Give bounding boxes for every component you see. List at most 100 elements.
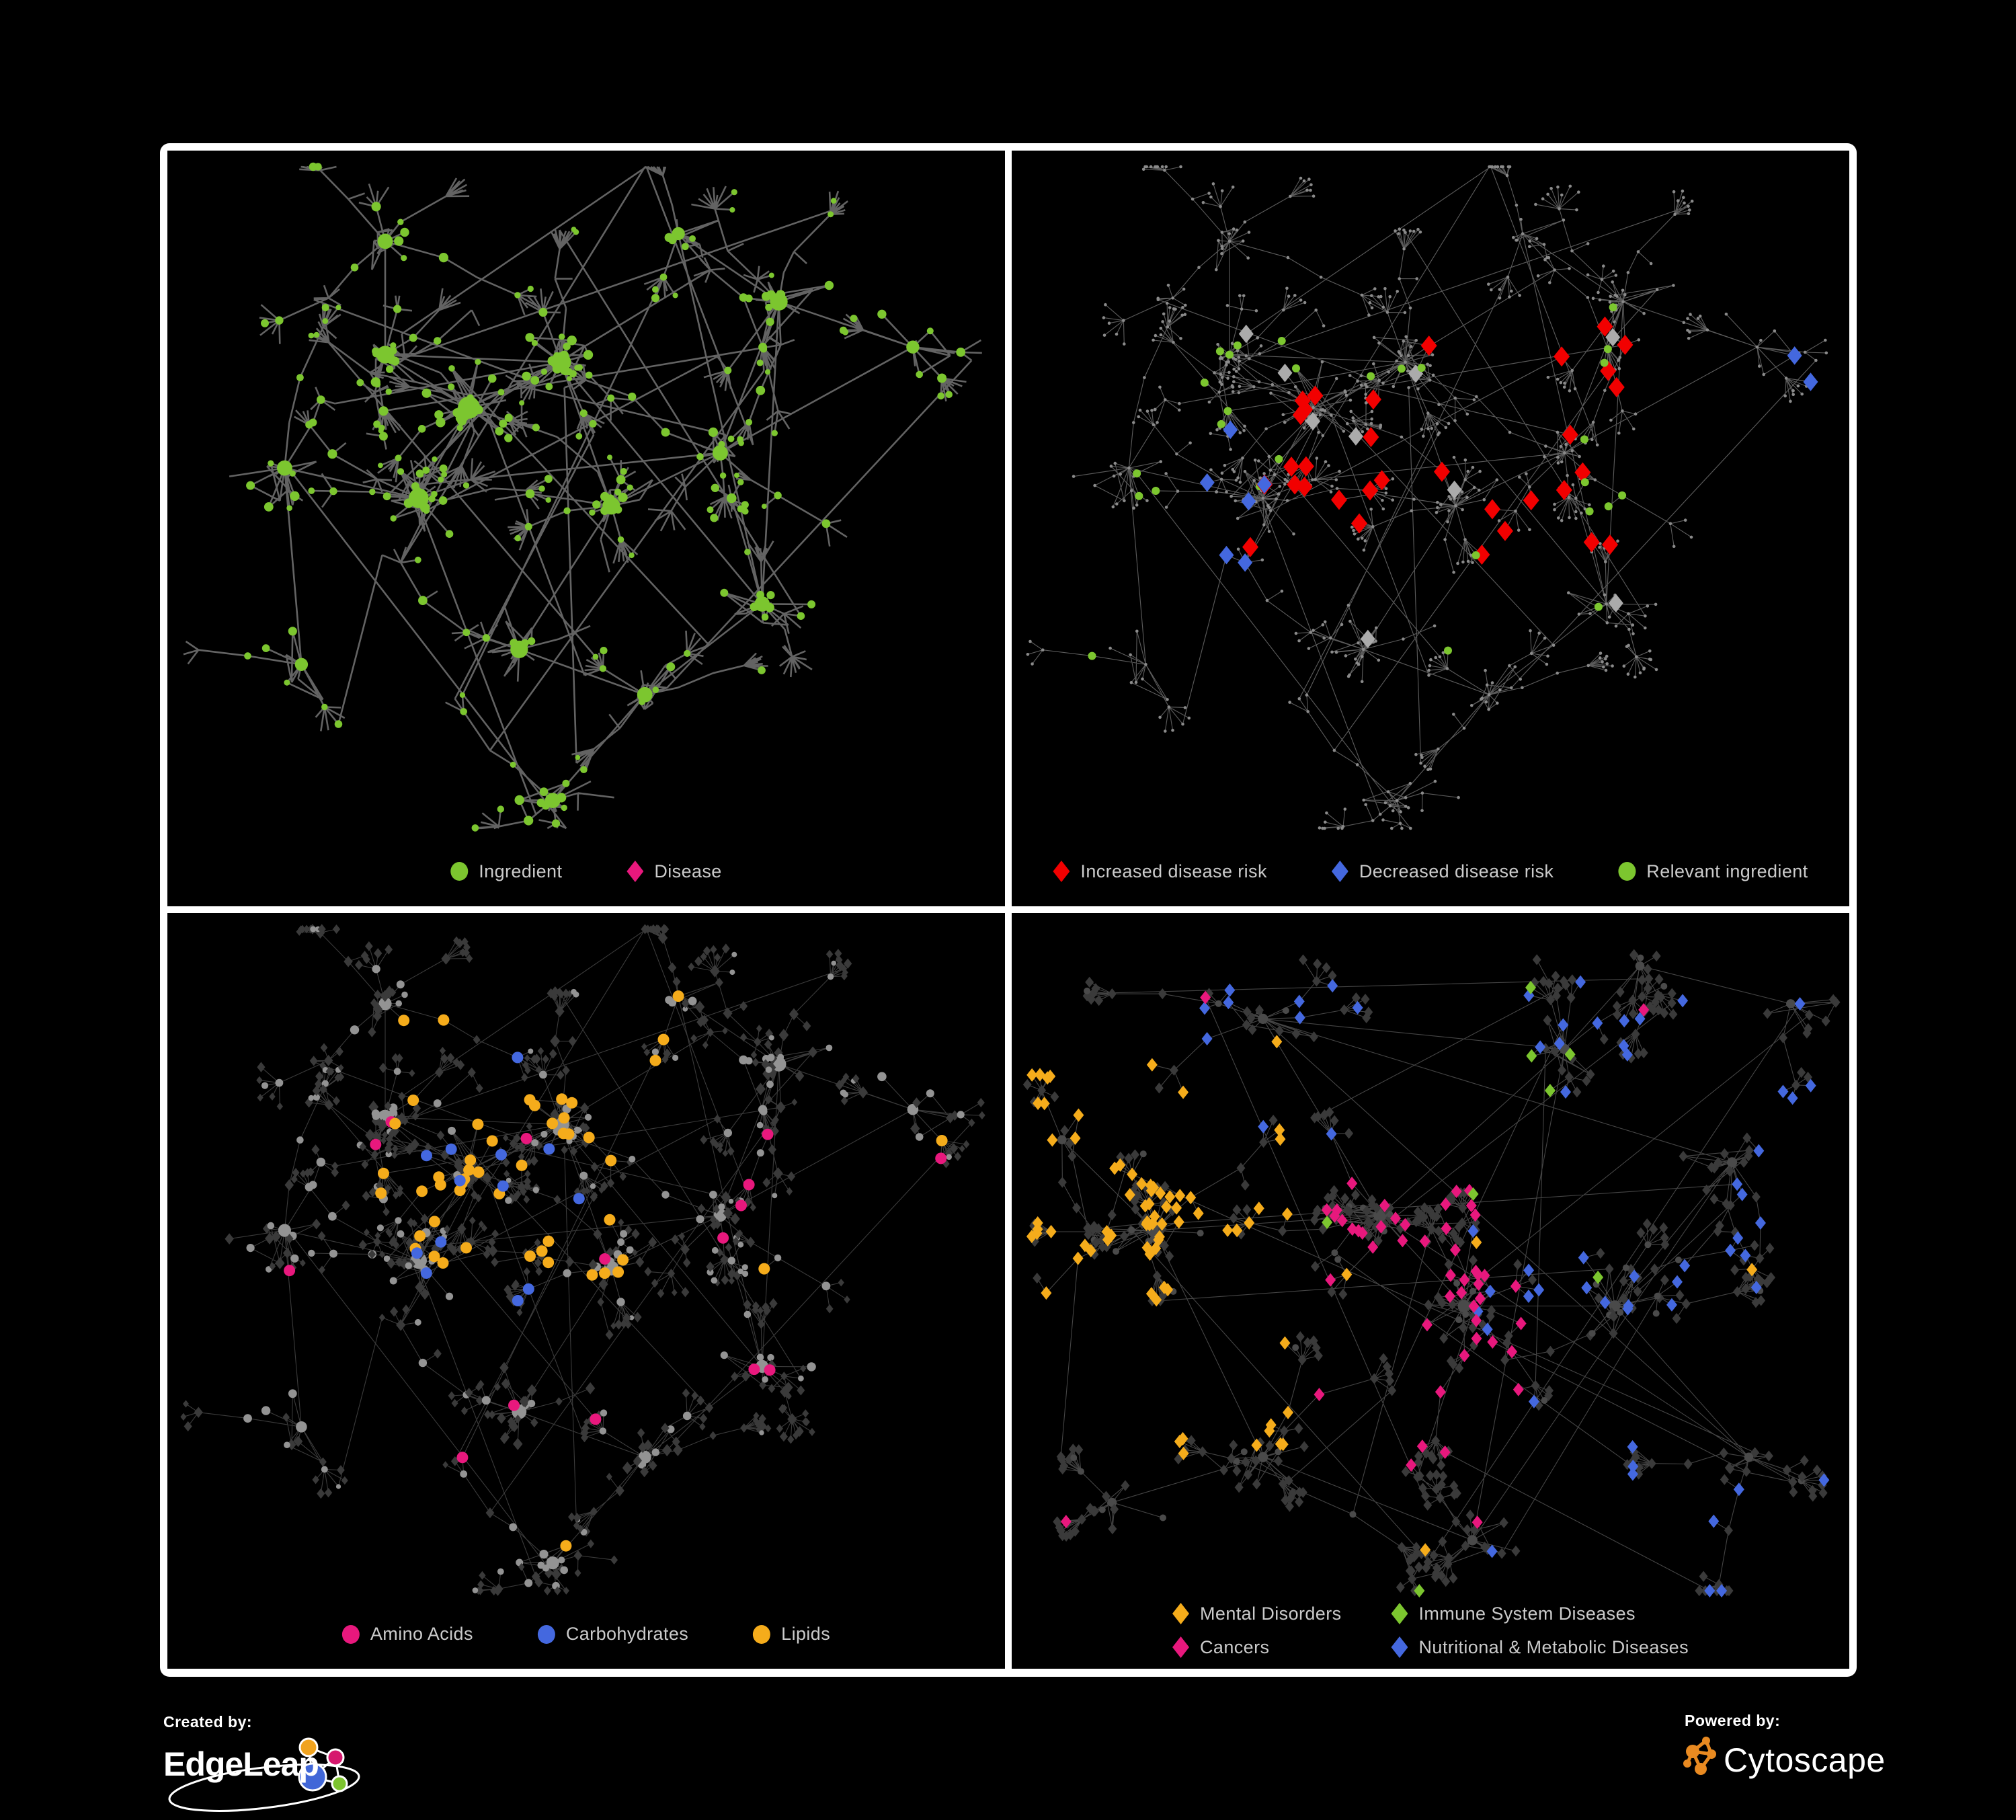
mental-disorder-node: [1177, 1431, 1188, 1446]
disease-node: [439, 1047, 446, 1055]
disease-node: [550, 1035, 561, 1047]
cancer-node: [1441, 1222, 1452, 1236]
background-node: [1683, 201, 1686, 205]
background-node: [1364, 383, 1367, 387]
disease-node: [657, 932, 668, 944]
nutritional-metabolic-node: [1484, 1284, 1496, 1298]
disease-node: [1130, 1149, 1139, 1160]
ingredient-node: [316, 1157, 325, 1167]
ingredient-node: [719, 472, 727, 479]
ingredient-node: [616, 1298, 625, 1306]
background-node: [1364, 423, 1368, 426]
lipid-node: [936, 1135, 948, 1146]
background-node: [1283, 421, 1287, 424]
disease-node: [1750, 1240, 1759, 1251]
increased-risk-node: [1362, 480, 1379, 501]
disease-node: [787, 1171, 796, 1182]
background-node: [1247, 231, 1251, 234]
disease-node: [768, 1144, 776, 1155]
disease-node: [1465, 1509, 1475, 1521]
background-node: [1603, 389, 1607, 393]
nutritional-metabolic-node: [1199, 1001, 1211, 1015]
background-node: [1209, 432, 1213, 436]
ingredient-node: [672, 227, 685, 241]
relevant-ingredient-node: [1603, 345, 1612, 354]
background-node: [1609, 294, 1612, 299]
background-node: [1631, 623, 1635, 627]
edgeleap-logo: EdgeLeap: [163, 1735, 446, 1816]
background-node: [1391, 477, 1395, 481]
legend-label: Lipids: [781, 1624, 831, 1644]
background-node: [1282, 308, 1285, 312]
legend-item-increased-disease-risk: Increased disease risk: [1053, 861, 1266, 882]
nutritional-metabolic-node: [1736, 1187, 1748, 1201]
lipid-node: [556, 1093, 568, 1105]
disease-node: [1219, 1464, 1229, 1476]
disease-node: [1310, 1261, 1320, 1272]
background-node: [1560, 518, 1564, 522]
background-node: [1390, 826, 1394, 830]
ingredient-node: [309, 1181, 317, 1189]
legend-item-carbohydrates: Carbohydrates: [537, 1624, 688, 1645]
edgeleap-branding: Created by: EdgeLeap: [163, 1713, 446, 1814]
disease-node: [1107, 988, 1117, 1000]
disease-node: [411, 1219, 417, 1228]
disease-node: [362, 1191, 370, 1201]
background-node: [1297, 639, 1301, 643]
disease-node: [1437, 1459, 1446, 1471]
ingredient-node: [390, 515, 397, 522]
edgeleap-swoosh: [168, 1764, 360, 1812]
ingredient-node: [827, 974, 834, 980]
relevant-ingredient-node: [1585, 507, 1594, 516]
ingredient-node: [761, 504, 767, 509]
ingredient-node: [284, 679, 290, 686]
disease-node: [374, 1232, 381, 1240]
disease-node: [477, 1380, 485, 1389]
background-node: [1294, 631, 1298, 635]
background-node: [1465, 496, 1469, 500]
ingredient-node: [268, 460, 274, 467]
background-node: [1514, 509, 1517, 513]
background-node: [1165, 301, 1169, 305]
background-node: [1385, 311, 1389, 314]
background-node: [1220, 376, 1224, 379]
background-node: [1271, 383, 1275, 387]
ingredient-node: [731, 951, 737, 957]
disease-node: [1439, 1333, 1449, 1344]
cancer-node: [1444, 1290, 1455, 1304]
disease-node: [535, 1267, 543, 1276]
background-node: [1408, 306, 1412, 310]
increased-risk-node: [1574, 462, 1591, 483]
background-node: [1409, 345, 1413, 348]
ingredient-node: [505, 1197, 512, 1204]
disease-node: [1314, 1111, 1323, 1122]
background-node: [1636, 250, 1640, 253]
disease-node: [344, 955, 353, 967]
disease-node: [1715, 1220, 1724, 1232]
ingredient-node: [742, 1270, 749, 1277]
background-node: [1673, 212, 1677, 216]
disease-node: [1739, 1156, 1748, 1168]
disease-node: [1198, 1446, 1207, 1458]
disease-node: [1461, 1540, 1470, 1552]
nutritional-metabolic-node: [1294, 1011, 1305, 1025]
ingredient-node: [423, 507, 430, 514]
disease-node: [371, 1150, 379, 1160]
disease-node: [753, 1411, 760, 1420]
disease-node: [257, 1093, 264, 1102]
background-node: [1275, 497, 1278, 501]
cancer-node: [1474, 1292, 1486, 1306]
ingredient-node: [481, 1396, 491, 1405]
nutritional-metabolic-node: [1575, 975, 1586, 989]
disease-node: [284, 1179, 294, 1191]
background-node: [1161, 320, 1164, 323]
disease-node: [524, 1054, 530, 1062]
background-node: [1412, 498, 1416, 501]
nutritional-metabolic-node: [1708, 1514, 1720, 1528]
ingredient-node: [607, 454, 612, 461]
disease-node: [1444, 1259, 1453, 1270]
background-node: [1145, 165, 1148, 169]
background-node: [1201, 201, 1205, 204]
background-node: [1324, 820, 1327, 824]
ingredient-node: [499, 420, 508, 428]
